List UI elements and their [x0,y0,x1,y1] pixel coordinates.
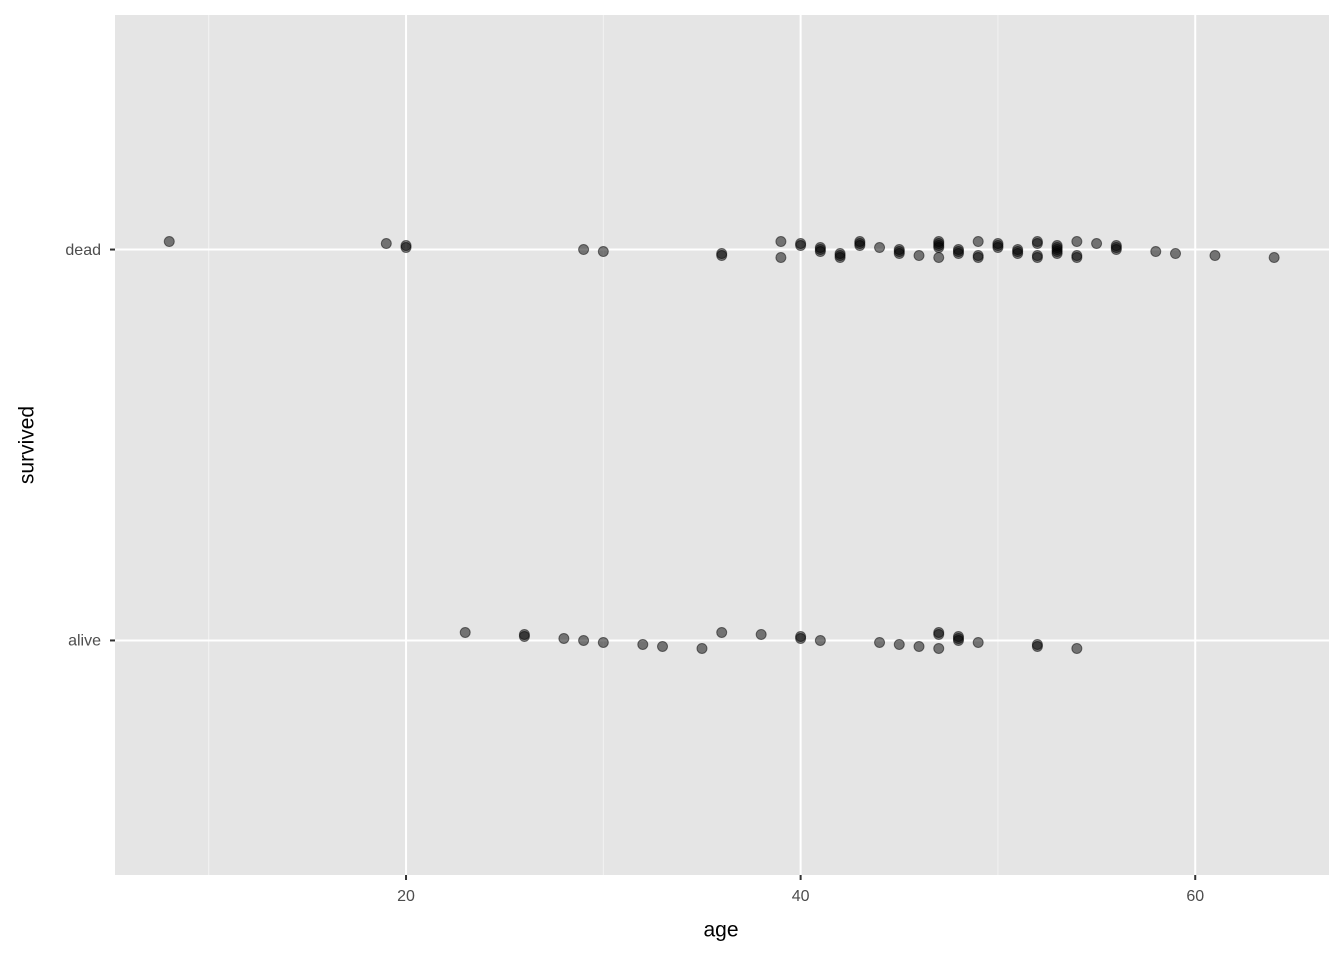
point [696,642,708,654]
point [1268,252,1280,264]
point [163,236,175,248]
point [913,640,925,652]
point [578,634,590,646]
point [795,632,807,644]
point [716,250,728,262]
point [952,634,964,646]
point [1031,640,1043,652]
point [518,630,530,642]
point [972,252,984,264]
point [1150,246,1162,258]
point [814,634,826,646]
point [933,242,945,254]
point [1031,238,1043,250]
point [597,636,609,648]
point [657,640,669,652]
point [558,632,570,644]
point [933,628,945,640]
point [1071,252,1083,264]
point [933,642,945,654]
point [1051,248,1063,260]
point [893,248,905,260]
y-tick-label: dead [65,242,101,259]
point [893,638,905,650]
point [1110,244,1122,256]
point [1071,642,1083,654]
panel [115,15,1329,875]
point [972,236,984,248]
point [1091,238,1103,250]
point [755,628,767,640]
point [834,252,846,264]
point [854,240,866,252]
point [400,242,412,254]
point [775,252,787,264]
point [637,638,649,650]
point [933,252,945,264]
x-tick-label: 60 [1186,888,1204,905]
point [716,626,728,638]
point [814,246,826,258]
point [1071,236,1083,248]
x-tick-label: 20 [397,888,415,905]
point [874,636,886,648]
point [578,244,590,256]
point [597,246,609,258]
y-axis-title: survived [16,406,39,484]
point [1209,250,1221,262]
point [952,248,964,260]
x-tick-label: 40 [792,888,810,905]
point [1031,252,1043,264]
y-tick-label: alive [68,633,101,650]
point [992,242,1004,254]
point [459,626,471,638]
point [913,250,925,262]
point [1012,248,1024,260]
point [775,236,787,248]
point [795,240,807,252]
point [972,636,984,648]
point [1169,248,1181,260]
point [874,242,886,254]
x-axis-title: age [703,919,738,942]
point [380,238,392,250]
